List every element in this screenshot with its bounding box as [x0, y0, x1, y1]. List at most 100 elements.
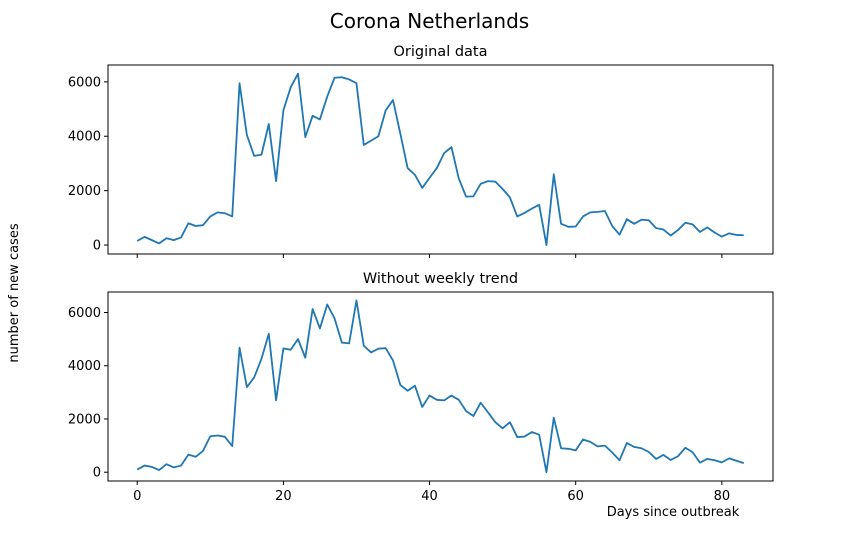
- data-point: [165, 463, 168, 466]
- data-point: [289, 86, 292, 89]
- data-point: [706, 226, 709, 229]
- data-point: [735, 459, 738, 462]
- data-point: [216, 211, 219, 214]
- y-tick-label: 4000: [68, 130, 101, 145]
- data-point: [297, 72, 300, 75]
- data-point: [282, 347, 285, 350]
- series-line: [136, 299, 745, 474]
- data-point: [150, 239, 153, 242]
- data-point: [245, 133, 248, 136]
- data-point: [311, 308, 314, 311]
- data-point: [202, 224, 205, 227]
- y-tick-label: 6000: [68, 75, 101, 90]
- data-point: [523, 435, 526, 438]
- data-point: [355, 299, 358, 302]
- data-point: [392, 359, 395, 362]
- data-point: [194, 225, 197, 228]
- data-point: [742, 462, 745, 465]
- data-point: [691, 223, 694, 226]
- data-point: [596, 210, 599, 213]
- panel-original-data: Original data 0 2000 4000 6000: [68, 44, 774, 258]
- data-point: [574, 225, 577, 228]
- data-point: [245, 386, 248, 389]
- data-point: [501, 188, 504, 191]
- data-point: [362, 144, 365, 147]
- data-point: [523, 212, 526, 215]
- data-point: [267, 332, 270, 335]
- plot-frame: [107, 291, 774, 482]
- data-point: [479, 182, 482, 185]
- data-point: [340, 76, 343, 79]
- data-point: [604, 444, 607, 447]
- data-point: [662, 228, 665, 231]
- data-point: [604, 210, 607, 213]
- y-tick-label: 0: [93, 239, 101, 254]
- data-point: [377, 347, 380, 350]
- data-point: [699, 231, 702, 234]
- data-point: [450, 394, 453, 397]
- data-point: [472, 195, 475, 198]
- data-point: [516, 436, 519, 439]
- data-point: [582, 438, 585, 441]
- data-point: [720, 235, 723, 238]
- data-point: [552, 173, 555, 176]
- data-point: [180, 236, 183, 239]
- data-point: [136, 240, 139, 243]
- data-point: [209, 215, 212, 218]
- panel-without-weekly-trend: Without weekly trend 0 2000 4000 6000 0 20 40 60…: [68, 271, 774, 504]
- data-point: [319, 327, 322, 330]
- data-point: [625, 218, 628, 221]
- data-point: [611, 225, 614, 228]
- y-tick-label: 4000: [68, 359, 101, 374]
- y-tick-label: 2000: [68, 412, 101, 427]
- data-point: [202, 450, 205, 453]
- data-point: [370, 351, 373, 354]
- data-point: [340, 341, 343, 344]
- data-point: [589, 440, 592, 443]
- data-point: [457, 398, 460, 401]
- x-tick-label: 80: [714, 489, 731, 504]
- data-point: [625, 442, 628, 445]
- data-point: [172, 466, 175, 469]
- data-point: [530, 431, 533, 434]
- data-point: [545, 471, 548, 474]
- data-point: [362, 344, 365, 347]
- data-point: [538, 433, 541, 436]
- data-point: [282, 109, 285, 112]
- data-point: [684, 446, 687, 449]
- data-point: [501, 427, 504, 430]
- data-point: [216, 434, 219, 437]
- data-point: [377, 135, 380, 138]
- data-point: [647, 219, 650, 222]
- data-point: [333, 317, 336, 320]
- y-tick-label: 6000: [68, 306, 101, 321]
- data-point: [582, 215, 585, 218]
- data-point: [348, 342, 351, 345]
- data-point: [384, 347, 387, 350]
- data-point: [238, 346, 241, 349]
- data-point: [633, 222, 636, 225]
- data-point: [443, 152, 446, 155]
- data-point: [406, 167, 409, 170]
- data-point: [260, 357, 263, 360]
- data-point: [728, 457, 731, 460]
- data-point: [406, 389, 409, 392]
- data-point: [509, 196, 512, 199]
- data-point: [640, 218, 643, 221]
- data-point: [589, 211, 592, 214]
- data-point: [552, 416, 555, 419]
- data-point: [304, 136, 307, 139]
- data-point: [655, 458, 658, 461]
- series-line: [136, 72, 744, 246]
- figure-title: Corona Netherlands: [330, 9, 529, 33]
- data-point: [457, 177, 460, 180]
- data-point: [348, 78, 351, 81]
- data-point: [224, 212, 227, 215]
- data-point: [706, 458, 709, 461]
- data-point: [435, 167, 438, 170]
- data-point: [669, 459, 672, 462]
- panel-title: Without weekly trend: [363, 271, 518, 287]
- data-point: [231, 445, 234, 448]
- data-point: [187, 453, 190, 456]
- data-point: [143, 235, 146, 238]
